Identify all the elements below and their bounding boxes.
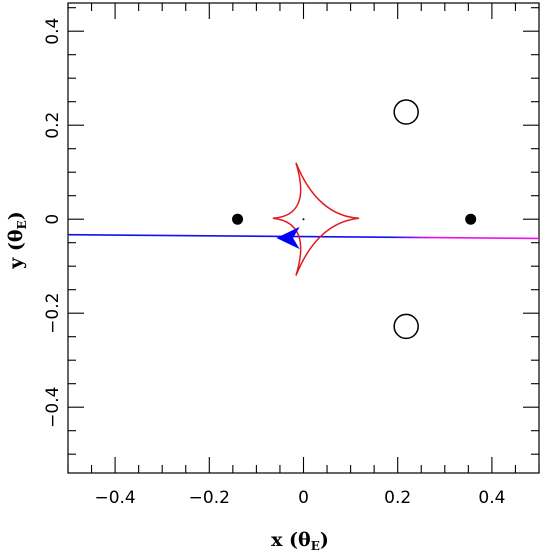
- x-tick-label: −0.4: [94, 488, 135, 508]
- direction-arrow: [276, 226, 300, 250]
- lens-mass-point: [232, 213, 244, 225]
- lens-mass-point: [465, 213, 477, 225]
- caustic-curve: [272, 162, 360, 276]
- tick-labels: −0.4 −0.2 0 0.2 0.4 −0.4 −0.2 0 0.2 0.4: [43, 18, 505, 508]
- image-circle: [393, 313, 419, 340]
- x-tick-label: 0.2: [384, 488, 411, 508]
- y-tick-label: 0.4: [43, 18, 63, 45]
- image-circle: [393, 99, 419, 125]
- x-tick-label: 0: [298, 488, 309, 508]
- x-tick-label: −0.2: [189, 488, 230, 508]
- x-tick-label: 0.4: [478, 488, 505, 508]
- marks: [67, 99, 540, 340]
- center-point: [302, 218, 305, 221]
- x-axis-label: x (θE): [271, 529, 329, 553]
- ticks: [67, 3, 540, 473]
- y-tick-label: −0.4: [43, 387, 63, 428]
- y-tick-label: 0: [43, 214, 63, 225]
- source-trajectory: [67, 233, 540, 240]
- y-tick-label: 0.2: [43, 112, 63, 139]
- y-tick-label: −0.2: [43, 293, 63, 334]
- plot-area: [67, 2, 540, 474]
- y-axis-label: y (θE): [5, 211, 29, 269]
